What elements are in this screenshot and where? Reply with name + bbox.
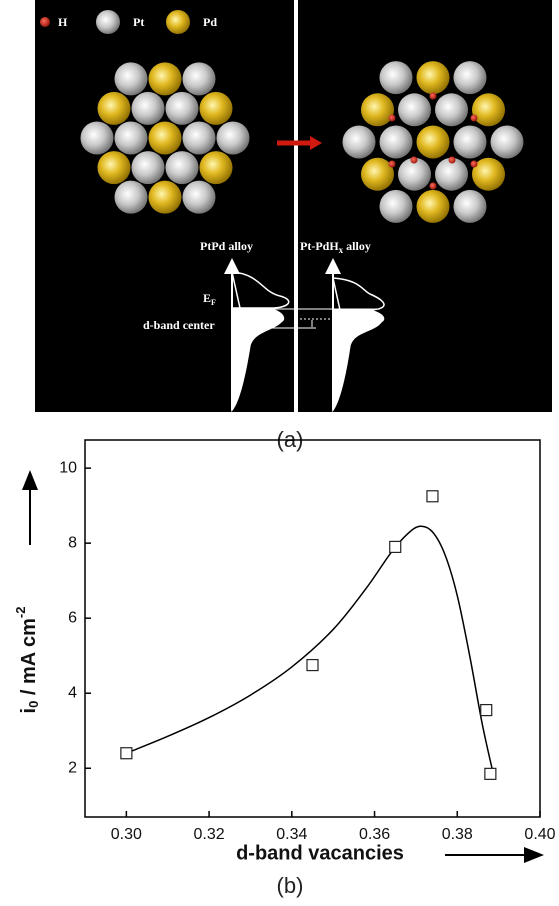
pd-atom — [149, 181, 182, 214]
d-band-label: d-band center — [143, 318, 215, 332]
h-atom — [449, 157, 456, 164]
pt-atom — [491, 126, 524, 159]
pt-atom — [132, 92, 165, 125]
pt-atom — [183, 122, 216, 155]
data-point — [481, 705, 492, 716]
pt-atom — [217, 122, 250, 155]
figure: H Pt Pd PtPd alloy Pt-PdHx alloy EF d-ba… — [0, 0, 559, 906]
pt-atom — [454, 61, 487, 94]
caption: PtPd alloy — [200, 239, 253, 253]
fit-curve — [126, 526, 492, 770]
pd-atom — [200, 151, 233, 184]
pt-atom — [115, 62, 148, 95]
y-tick-label: 10 — [59, 459, 77, 476]
data-point — [390, 541, 401, 552]
x-tick-label: 0.40 — [524, 826, 555, 843]
pt-atom — [166, 151, 199, 184]
legend-h — [40, 17, 50, 27]
pt-atom — [115, 122, 148, 155]
y-label-sub: 0 — [26, 701, 41, 708]
h-atom — [430, 93, 437, 100]
pt-atom — [454, 126, 487, 159]
data-point — [485, 768, 496, 779]
fermi-sub: F — [211, 298, 216, 307]
pt-atom — [380, 126, 413, 159]
y-label-sup: -2 — [13, 607, 28, 619]
pd-atom — [149, 62, 182, 95]
x-tick-label: 0.30 — [111, 826, 142, 843]
data-point — [121, 748, 132, 759]
pd-atom — [417, 61, 450, 94]
legend-label: Pt — [133, 15, 144, 29]
pt-atom — [380, 190, 413, 223]
plot-frame — [85, 440, 540, 817]
x-tick-label: 0.32 — [194, 826, 225, 843]
y-tick-label: 2 — [68, 759, 77, 776]
pt-atom — [435, 93, 468, 126]
x-axis-label: d-band vacancies — [236, 842, 404, 864]
pd-atom — [200, 92, 233, 125]
y-label-mid: / mA cm — [18, 618, 40, 701]
legend-pt — [96, 10, 120, 34]
fermi-main: E — [203, 291, 211, 305]
pt-atom — [132, 151, 165, 184]
h-atom — [389, 115, 396, 122]
legend-label: H — [58, 15, 68, 29]
data-point — [307, 660, 318, 671]
legend-label: Pd — [203, 15, 217, 29]
y-tick-label: 4 — [68, 684, 77, 701]
pd-atom — [149, 122, 182, 155]
y-tick-label: 8 — [68, 534, 77, 551]
pt-atom — [380, 61, 413, 94]
pt-atom — [343, 126, 376, 159]
pd-atom — [98, 151, 131, 184]
x-tick-label: 0.38 — [442, 826, 473, 843]
pd-atom — [417, 126, 450, 159]
pt-atom — [81, 122, 114, 155]
pt-atom — [115, 181, 148, 214]
pt-atom — [454, 190, 487, 223]
pt-atom — [166, 92, 199, 125]
panel-label: (b) — [277, 873, 304, 898]
pd-atom — [361, 93, 394, 126]
pt-atom — [183, 62, 216, 95]
caption: Pt-PdHx alloy — [300, 239, 371, 255]
caption-main: Pt-PdH — [300, 239, 339, 253]
legend-pd — [166, 10, 190, 34]
h-atom — [471, 115, 478, 122]
y-tick-label: 6 — [68, 609, 77, 626]
x-tick-label: 0.36 — [359, 826, 390, 843]
x-tick-label: 0.34 — [276, 826, 307, 843]
caption-tail: alloy — [343, 239, 371, 253]
pd-atom — [472, 93, 505, 126]
h-atom — [389, 161, 396, 168]
pt-atom — [398, 93, 431, 126]
y-axis-label: i0 / mA cm-2 — [13, 607, 41, 714]
h-atom — [411, 157, 418, 164]
h-atom — [430, 183, 437, 190]
pd-atom — [98, 92, 131, 125]
pd-atom — [417, 190, 450, 223]
data-point — [427, 491, 438, 502]
h-atom — [471, 161, 478, 168]
pt-atom — [183, 181, 216, 214]
